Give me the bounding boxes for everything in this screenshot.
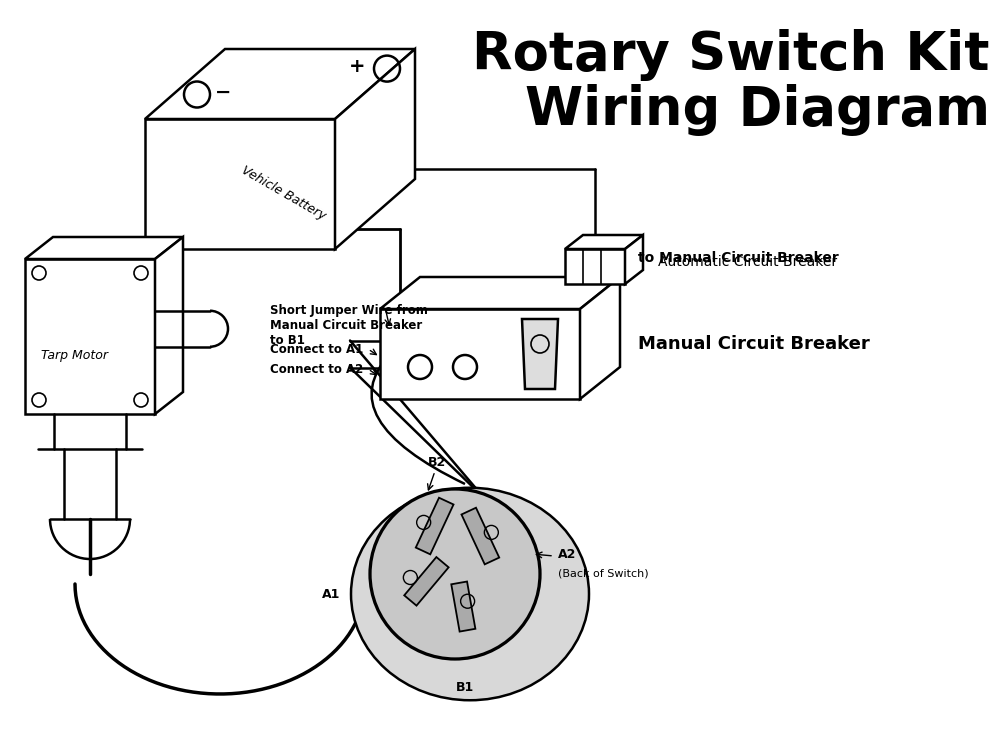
Polygon shape: [416, 498, 454, 554]
Text: Tarp Motor: Tarp Motor: [41, 349, 108, 361]
Text: Connect to A2: Connect to A2: [270, 363, 363, 375]
Polygon shape: [155, 237, 183, 414]
Text: B1: B1: [456, 681, 474, 694]
Text: A1: A1: [322, 588, 340, 601]
Text: Manual Circuit Breaker: Manual Circuit Breaker: [638, 336, 870, 353]
Text: Short Jumper Wire from
Manual Circuit Breaker
to B1: Short Jumper Wire from Manual Circuit Br…: [270, 304, 428, 347]
Text: B2: B2: [428, 456, 446, 469]
Text: A2: A2: [558, 548, 576, 560]
Text: Rotary Switch Kit: Rotary Switch Kit: [473, 29, 990, 81]
Polygon shape: [451, 582, 475, 632]
Circle shape: [370, 489, 540, 659]
Polygon shape: [25, 237, 183, 259]
Polygon shape: [580, 277, 620, 399]
Text: +: +: [349, 57, 365, 76]
Polygon shape: [625, 235, 643, 284]
Polygon shape: [25, 259, 155, 414]
Polygon shape: [461, 508, 499, 565]
Polygon shape: [145, 49, 415, 119]
Text: to Manual Circuit Breaker: to Manual Circuit Breaker: [638, 251, 839, 265]
Polygon shape: [565, 249, 625, 284]
Text: −: −: [215, 83, 231, 102]
Ellipse shape: [351, 488, 589, 701]
Polygon shape: [404, 557, 449, 606]
Text: Automatic Circuit Breaker: Automatic Circuit Breaker: [658, 255, 837, 269]
Polygon shape: [335, 49, 415, 249]
Polygon shape: [565, 235, 643, 249]
Polygon shape: [145, 119, 335, 249]
Text: Wiring Diagram: Wiring Diagram: [525, 84, 990, 136]
Text: (Back of Switch): (Back of Switch): [558, 569, 649, 579]
Polygon shape: [380, 309, 580, 399]
Text: Connect to A1: Connect to A1: [270, 342, 363, 355]
Polygon shape: [522, 319, 558, 389]
Polygon shape: [380, 277, 620, 309]
Text: Vehicle Battery: Vehicle Battery: [239, 163, 327, 222]
